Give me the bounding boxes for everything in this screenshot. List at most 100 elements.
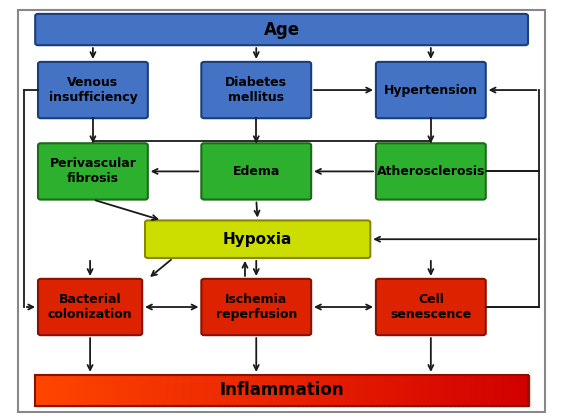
- Bar: [224, 375, 229, 406]
- Bar: [97, 375, 101, 406]
- Bar: [450, 375, 454, 406]
- Bar: [204, 375, 208, 406]
- Bar: [64, 375, 68, 406]
- Bar: [475, 375, 479, 406]
- Bar: [417, 375, 422, 406]
- Bar: [142, 375, 147, 406]
- Bar: [290, 375, 294, 406]
- Bar: [487, 375, 492, 406]
- Bar: [508, 375, 512, 406]
- Text: Hypertension: Hypertension: [384, 84, 478, 97]
- Bar: [212, 375, 216, 406]
- Bar: [409, 375, 414, 406]
- Bar: [298, 375, 303, 406]
- Bar: [359, 375, 365, 406]
- Bar: [302, 375, 307, 406]
- Bar: [179, 375, 183, 406]
- Bar: [503, 375, 508, 406]
- Bar: [208, 375, 212, 406]
- Bar: [310, 375, 315, 406]
- FancyBboxPatch shape: [376, 62, 486, 118]
- Bar: [220, 375, 225, 406]
- FancyBboxPatch shape: [38, 279, 142, 335]
- Bar: [323, 375, 327, 406]
- Bar: [155, 375, 159, 406]
- Bar: [261, 375, 265, 406]
- Bar: [364, 375, 368, 406]
- Bar: [269, 375, 274, 406]
- Bar: [425, 375, 430, 406]
- FancyBboxPatch shape: [201, 62, 311, 118]
- Bar: [76, 375, 81, 406]
- Text: Edema: Edema: [233, 165, 280, 178]
- Bar: [248, 375, 254, 406]
- Bar: [446, 375, 451, 406]
- Bar: [88, 375, 93, 406]
- Bar: [245, 375, 249, 406]
- Bar: [306, 375, 311, 406]
- Bar: [126, 375, 130, 406]
- Bar: [335, 375, 340, 406]
- Bar: [183, 375, 188, 406]
- Bar: [315, 375, 319, 406]
- Text: Inflammation: Inflammation: [219, 381, 344, 399]
- Bar: [228, 375, 233, 406]
- Bar: [495, 375, 500, 406]
- Bar: [187, 375, 192, 406]
- Bar: [282, 375, 286, 406]
- Bar: [150, 375, 155, 406]
- Bar: [52, 375, 56, 406]
- Bar: [397, 375, 401, 406]
- Bar: [524, 375, 529, 406]
- Text: Diabetes
mellitus: Diabetes mellitus: [225, 76, 288, 104]
- FancyBboxPatch shape: [376, 143, 486, 199]
- Bar: [384, 375, 389, 406]
- Bar: [195, 375, 200, 406]
- Bar: [277, 375, 282, 406]
- Bar: [413, 375, 418, 406]
- Bar: [516, 375, 520, 406]
- Text: Venous
insufficiency: Venous insufficiency: [49, 76, 138, 104]
- Bar: [84, 375, 89, 406]
- Bar: [499, 375, 504, 406]
- FancyBboxPatch shape: [38, 62, 148, 118]
- Bar: [462, 375, 467, 406]
- Bar: [355, 375, 360, 406]
- Bar: [35, 375, 528, 406]
- Bar: [343, 375, 348, 406]
- Bar: [122, 375, 126, 406]
- Bar: [216, 375, 221, 406]
- Bar: [520, 375, 525, 406]
- Bar: [146, 375, 151, 406]
- Bar: [171, 375, 175, 406]
- FancyBboxPatch shape: [201, 143, 311, 199]
- Bar: [372, 375, 376, 406]
- Bar: [191, 375, 196, 406]
- Bar: [273, 375, 278, 406]
- Bar: [166, 375, 171, 406]
- Bar: [401, 375, 405, 406]
- Bar: [237, 375, 241, 406]
- Bar: [101, 375, 106, 406]
- Bar: [80, 375, 85, 406]
- Bar: [35, 375, 40, 406]
- Bar: [55, 375, 61, 406]
- Bar: [109, 375, 114, 406]
- Bar: [105, 375, 110, 406]
- Text: Age: Age: [264, 21, 299, 39]
- Bar: [44, 375, 48, 406]
- Bar: [430, 375, 434, 406]
- FancyBboxPatch shape: [38, 143, 148, 199]
- Bar: [158, 375, 163, 406]
- Bar: [458, 375, 463, 406]
- Bar: [294, 375, 299, 406]
- Bar: [438, 375, 442, 406]
- Bar: [434, 375, 438, 406]
- Bar: [39, 375, 44, 406]
- Bar: [421, 375, 426, 406]
- Bar: [466, 375, 471, 406]
- Bar: [454, 375, 459, 406]
- Bar: [376, 375, 381, 406]
- Bar: [241, 375, 245, 406]
- Bar: [286, 375, 290, 406]
